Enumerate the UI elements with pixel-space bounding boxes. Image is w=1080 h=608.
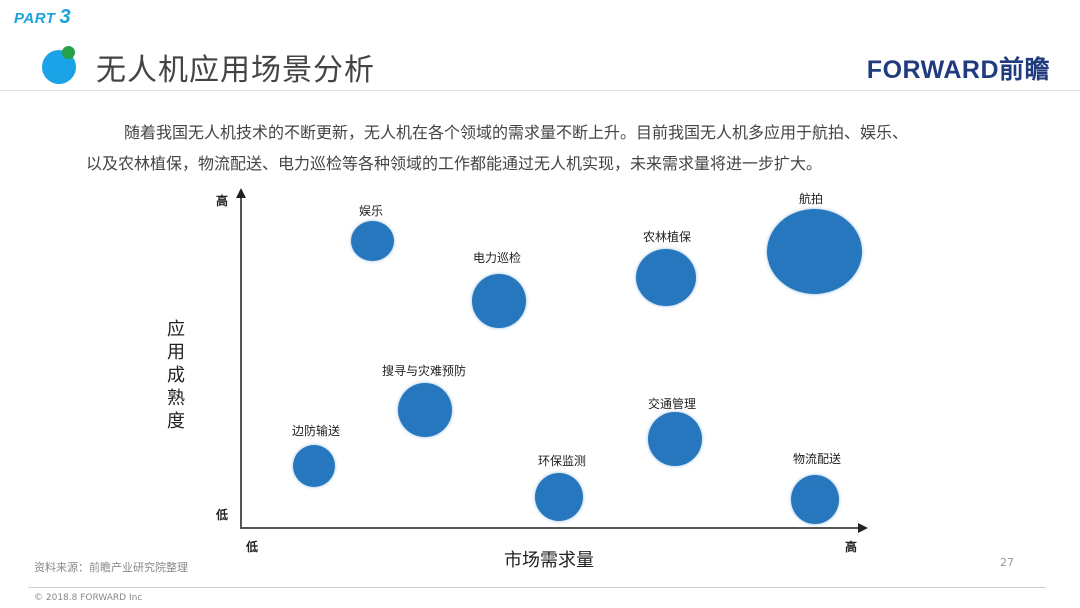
brand-logo: FORWARD前瞻 (866, 56, 1050, 84)
bubble-label: 搜寻与灾难预防 (381, 364, 467, 378)
y-axis-arrow-icon (236, 188, 246, 198)
bubble-logistics[interactable] (791, 475, 839, 524)
bubble-search-rescue[interactable] (398, 383, 452, 437)
intro-line-1: 随着我国无人机技术的不断更新，无人机在各个领域的需求量不断上升。目前我国无人机多… (124, 123, 909, 142)
x-axis-arrow-icon (858, 523, 868, 533)
bubble-traffic-management[interactable] (648, 412, 702, 466)
intro-line-2: 以及农林植保，物流配送、电力巡检等各种领域的工作都能通过无人机实现，未来需求量将… (86, 154, 823, 173)
header-divider (0, 90, 1080, 91)
y-tick-high: 高 (216, 194, 229, 208)
part-indicator: PART 3 (14, 6, 71, 29)
bubble-label: 物流配送 (792, 452, 842, 466)
bubble-agriculture[interactable] (636, 249, 696, 306)
copyright: © 2018.8 FORWARD Inc (34, 593, 143, 603)
bubble-label: 娱乐 (358, 204, 384, 218)
bubble-label: 环保监测 (537, 454, 587, 468)
bubble-power-inspection[interactable] (472, 274, 526, 328)
bubble-label: 农林植保 (642, 230, 692, 244)
x-axis (240, 527, 860, 529)
y-axis-label: 应用成熟度 (167, 319, 185, 432)
part-number: 3 (59, 6, 71, 28)
x-tick-low: 低 (246, 540, 259, 554)
source-note: 资料来源：前瞻产业研究院整理 (34, 561, 188, 574)
bubble-label: 交通管理 (647, 397, 697, 411)
bubble-label: 边防输送 (291, 424, 341, 438)
bubble-border-transport[interactable] (293, 445, 335, 487)
part-word: PART (14, 10, 56, 27)
x-axis-label: 市场需求量 (504, 550, 594, 571)
bubble-label: 电力巡检 (472, 251, 522, 265)
bubble-environmental-monitoring[interactable] (535, 473, 583, 521)
bubble-label: 航拍 (798, 192, 824, 206)
footer-divider (28, 587, 1046, 588)
x-tick-high: 高 (845, 540, 858, 554)
intro-paragraph: 随着我国无人机技术的不断更新，无人机在各个领域的需求量不断上升。目前我国无人机多… (86, 117, 1036, 179)
y-tick-low: 低 (216, 508, 229, 522)
bubble-entertainment[interactable] (351, 221, 394, 261)
y-axis (240, 196, 242, 529)
bubble-aerial-photography[interactable] (767, 209, 862, 294)
page-title: 无人机应用场景分析 (96, 53, 375, 88)
page-number: 27 (1000, 556, 1014, 569)
section-bullet-accent-icon (62, 46, 75, 59)
